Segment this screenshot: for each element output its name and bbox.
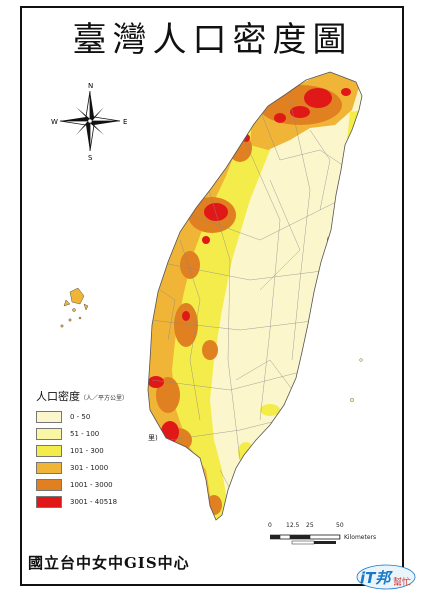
compass-w: W [51,118,58,126]
legend-label: 51 - 100 [70,429,100,438]
logo-badge-icon [356,564,416,590]
stray-label: 里) [148,434,158,442]
scale-graphic [270,534,341,545]
legend-label: 0 - 50 [70,412,91,421]
legend-swatch [36,444,62,457]
scale-tick-2: 25 [306,522,314,529]
scale-labels: 0 12.5 25 50 [268,522,390,532]
green-island [359,358,363,362]
scale-bar: 0 12.5 25 50 Kilometers [268,522,390,551]
legend-swatch [36,427,62,440]
legend-swatch [36,495,62,508]
legend-swatch [36,478,62,491]
legend-item: 3001 - 40518 [36,493,156,510]
compass-s: S [88,154,93,162]
legend-unit: （人／平方公里） [80,395,129,402]
orchid-island [350,398,355,403]
map-title: 臺灣人口密度圖 [72,20,353,60]
legend-swatch [36,410,62,423]
credit-text: 國立台中女中GIS中心 [28,554,190,572]
legend-label: 101 - 300 [70,446,104,455]
penghu-islands [60,287,89,328]
ithome-logo: iT邦 幫忙 [356,564,416,590]
legend: 人口密度（人／平方公里） 0 - 50 51 - 100 101 - 300 301 … [36,388,156,510]
legend-item: 1001 - 3000 [36,476,156,493]
legend-items: 0 - 50 51 - 100 101 - 300 301 - 1000 1001 - … [36,408,156,510]
scale-tick-0: 0 [268,522,272,529]
legend-item: 301 - 1000 [36,459,156,476]
legend-item: 0 - 50 [36,408,156,425]
scale-tick-3: 50 [336,522,344,529]
legend-label: 301 - 1000 [70,463,109,472]
taiwan-outline [147,71,363,521]
scale-tick-1: 12.5 [286,522,300,529]
logo-text: iT邦 [360,569,391,587]
compass-e: E [123,118,127,126]
legend-label: 3001 - 40518 [70,497,118,506]
compass-n: N [88,82,93,90]
logo-sub: 幫忙 [393,578,412,588]
legend-swatch [36,461,62,474]
legend-title: 人口密度（人／平方公里） [36,388,156,404]
legend-label: 1001 - 3000 [70,480,113,489]
scale-unit: Kilometers [344,534,377,541]
legend-item: 51 - 100 [36,425,156,442]
legend-title-text: 人口密度 [36,390,80,403]
legend-item: 101 - 300 [36,442,156,459]
